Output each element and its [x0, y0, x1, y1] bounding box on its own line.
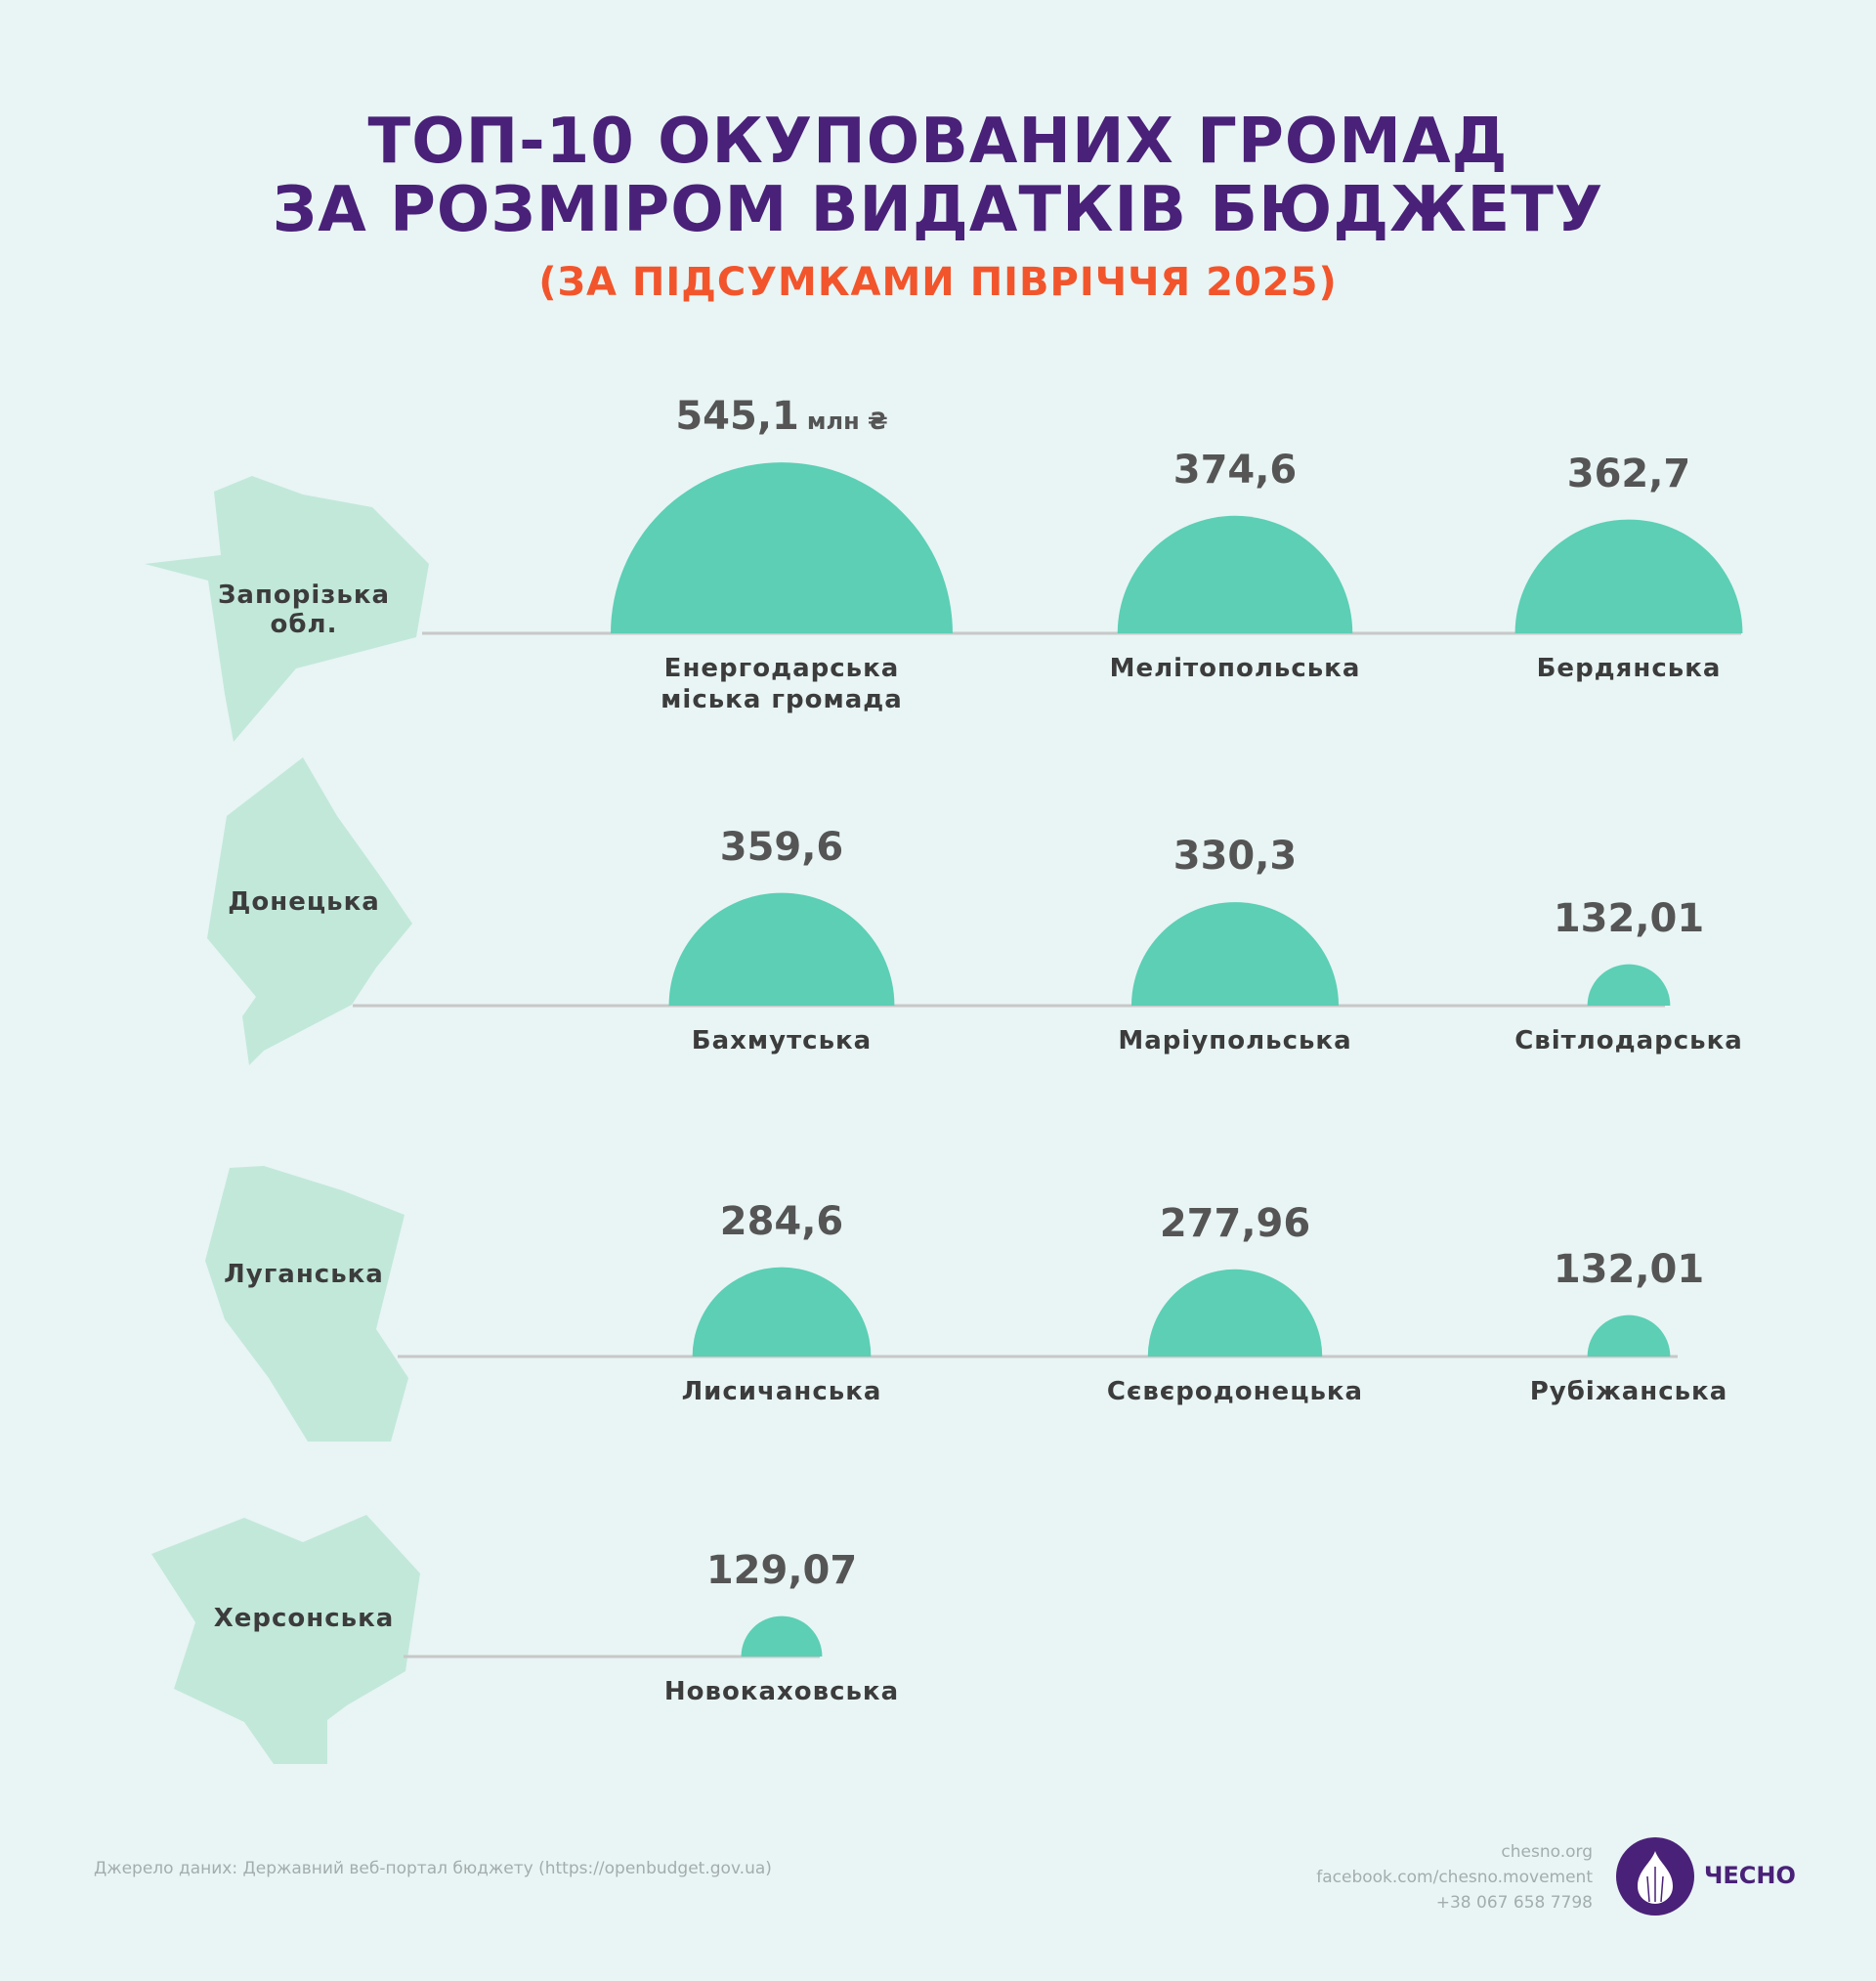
region-label: Луганська	[224, 1260, 384, 1289]
community-name: Світлодарська	[1514, 1026, 1743, 1055]
chart-marks	[353, 462, 1743, 1658]
value-label: 545,1 млн ₴	[675, 394, 887, 439]
value-label: 132,01	[1554, 896, 1704, 941]
community-name: Сєвєродонецька	[1106, 1377, 1364, 1406]
value-label: 129,07	[706, 1548, 857, 1593]
contacts: chesno.org facebook.com/chesno.movement …	[1316, 1839, 1593, 1916]
website-link[interactable]: chesno.org	[1501, 1842, 1593, 1862]
region-label: Херсонська	[213, 1604, 395, 1633]
map-donetska	[207, 757, 412, 1065]
semicircle-mark	[611, 462, 953, 633]
map-zaporizka	[145, 476, 429, 742]
semicircle-mark	[692, 1267, 872, 1357]
semicircle-mark	[1587, 964, 1671, 1006]
semicircle-mark	[1130, 902, 1340, 1006]
region-label: Запорізька обл.	[217, 581, 391, 639]
region-maps	[145, 476, 429, 1764]
value-number: 374,6	[1172, 447, 1298, 493]
map-khersonska	[151, 1515, 420, 1764]
community-name: Новокаховська	[663, 1677, 900, 1706]
logo-text: ЧЕСНО	[1704, 1862, 1796, 1889]
semicircle-mark	[1587, 1314, 1671, 1357]
semicircle-mark	[1117, 515, 1353, 633]
semicircle-mark	[668, 892, 895, 1006]
community-name: Маріупольська	[1118, 1026, 1352, 1055]
value-label: 374,6	[1173, 448, 1298, 493]
community-name: Енергодарська міська громада	[661, 654, 903, 714]
unit-label: млн ₴	[806, 408, 888, 436]
title-line-1: ТОП-10 ОКУПОВАНИХ ГРОМАД	[367, 106, 1509, 178]
data-source: Джерело даних: Державний веб-портал бюдж…	[94, 1859, 772, 1878]
value-number: 132,01	[1553, 1246, 1705, 1292]
value-number: 359,6	[719, 824, 844, 870]
value-label: 362,7	[1567, 452, 1691, 496]
value-number: 545,1	[675, 394, 799, 440]
semicircle-mark	[1514, 519, 1743, 633]
title-line-2: ЗА РОЗМІРОМ ВИДАТКІВ БЮДЖЕТУ	[272, 174, 1604, 246]
phone: +38 067 658 7798	[1435, 1893, 1593, 1913]
value-label: 284,6	[720, 1199, 844, 1244]
value-number: 362,7	[1566, 451, 1691, 496]
subtitle: (ЗА ПІДСУМКАМИ ПІВРІЧЧЯ 2025)	[538, 260, 1338, 305]
community-name: Бердянська	[1536, 654, 1722, 683]
page-title: ТОП-10 ОКУПОВАНИХ ГРОМАД ЗА РОЗМІРОМ ВИД…	[0, 108, 1876, 244]
community-name: Бахмутська	[691, 1026, 873, 1055]
community-name: Рубіжанська	[1529, 1377, 1728, 1406]
region-label: Донецька	[228, 887, 380, 917]
value-label: 277,96	[1160, 1201, 1310, 1246]
value-label: 330,3	[1173, 834, 1298, 879]
value-number: 277,96	[1159, 1200, 1311, 1246]
value-number: 330,3	[1172, 833, 1298, 879]
garlic-logo-icon	[1616, 1837, 1694, 1916]
value-number: 132,01	[1553, 895, 1705, 941]
value-number: 129,07	[705, 1547, 858, 1593]
semicircle-mark	[741, 1615, 823, 1657]
community-name: Мелітопольська	[1109, 654, 1361, 683]
map-luhanska	[205, 1166, 408, 1442]
community-name: Лисичанська	[681, 1377, 882, 1406]
facebook-link[interactable]: facebook.com/chesno.movement	[1316, 1868, 1593, 1887]
semicircle-mark	[1147, 1269, 1323, 1357]
value-number: 284,6	[719, 1198, 844, 1244]
garlic-icon	[1638, 1851, 1673, 1904]
value-label: 132,01	[1554, 1247, 1704, 1292]
value-label: 359,6	[720, 825, 844, 870]
